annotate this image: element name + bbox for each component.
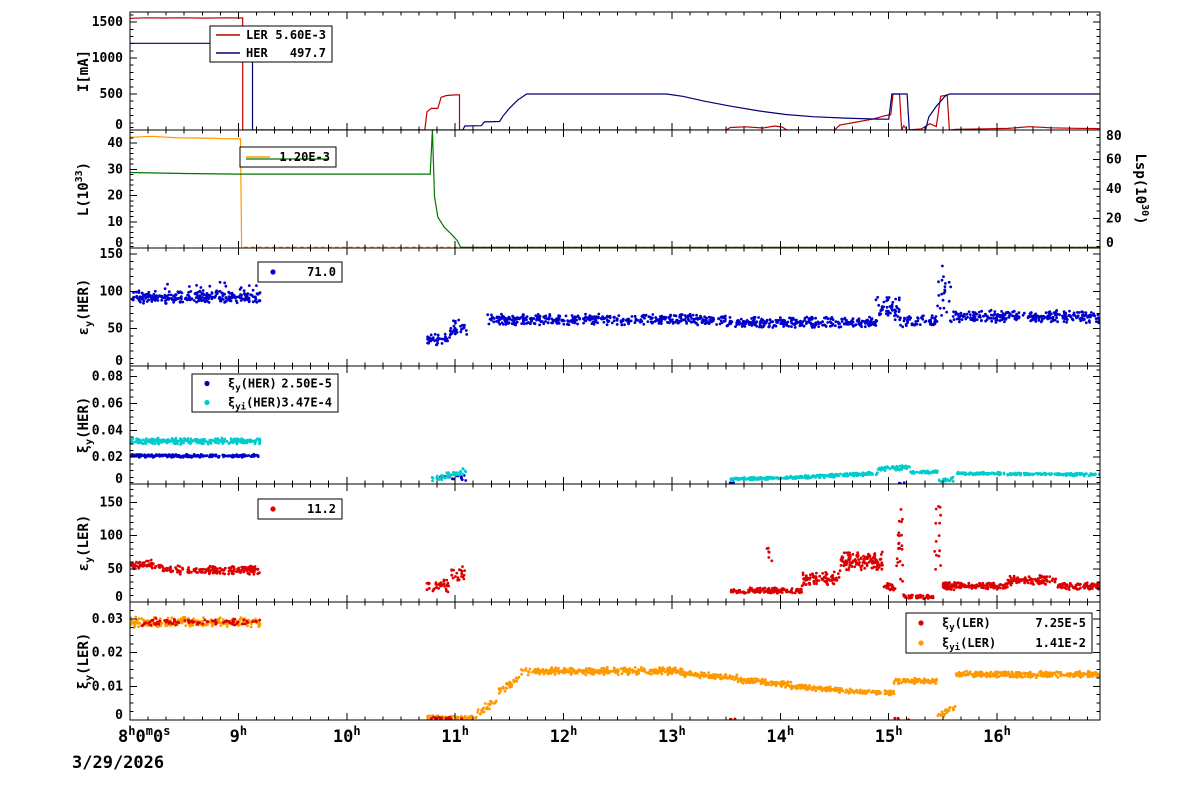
panel-tick-labels-xiy-ler: 00.010.020.03 xyxy=(92,612,123,723)
legend-marker-dot xyxy=(270,269,276,275)
svg-text:0: 0 xyxy=(115,590,123,605)
svg-text:0.04: 0.04 xyxy=(92,423,123,438)
series-xiyi-ler-dots xyxy=(130,615,1100,720)
svg-text:1000: 1000 xyxy=(92,51,123,66)
right-axis-label-luminosity: Lsp(1030) xyxy=(1132,153,1150,224)
svg-text:0: 0 xyxy=(115,354,123,369)
legend-entry-label: ξy(HER) xyxy=(228,377,277,394)
series-xiyi-her-dots xyxy=(130,436,1100,484)
svg-text:1500: 1500 xyxy=(92,15,123,30)
x-axis-label: 11h xyxy=(441,724,469,747)
legend-marker-dot xyxy=(204,399,210,406)
panel-series-xiy-her xyxy=(130,436,1100,484)
date-label: 3/29/2026 xyxy=(72,753,165,773)
legend-marker-dot xyxy=(918,620,924,626)
x-axis-label: 15h xyxy=(875,724,903,747)
panel-series-ey-her xyxy=(130,264,1100,347)
legend-entry-value: 2.50E-5 xyxy=(281,377,332,391)
x-axis-label: 9h xyxy=(230,724,247,747)
panel-tick-labels-beam-current: 0 500 1000 1500 xyxy=(92,15,123,133)
panel-ticks-luminosity xyxy=(129,126,1100,249)
legend-entry-label: ξyi(HER) xyxy=(228,396,282,413)
panel-tick-labels-ey-ler: 0 50 100 150 xyxy=(100,496,124,605)
panel-ticks-xiy-ler xyxy=(129,601,1100,721)
legend-entry-value: 3.47E-4 xyxy=(281,396,332,410)
panel-tick-labels-xiy-her: 0 0.02 0.04 0.06 0.08 xyxy=(92,370,123,487)
svg-text:0.02: 0.02 xyxy=(92,450,123,465)
legend-entry-label: ξyi(LER) xyxy=(942,636,996,653)
legend-ey-ler: 11.2 xyxy=(257,498,343,520)
x-axis-label: 16h xyxy=(983,724,1011,747)
panel-ticks-ey-ler xyxy=(129,482,1100,603)
svg-text:0: 0 xyxy=(115,236,123,251)
panel-tick-labels-luminosity: 0 10 20 30 40 0 20 40 60 80 xyxy=(107,129,1121,251)
svg-text:10: 10 xyxy=(107,215,123,230)
legend-entry-label: HER xyxy=(246,46,268,60)
legend-xiy-her: ξy(HER) 2.50E-5 ξyi(HER) 3.47E-4 xyxy=(191,373,339,413)
series-ey-ler-dots xyxy=(130,505,1100,600)
svg-text:0: 0 xyxy=(115,472,123,487)
legend-entry-value: 1.20E-3 xyxy=(279,150,330,164)
legend-marker-dot xyxy=(204,380,210,387)
svg-text:40: 40 xyxy=(1106,182,1122,197)
panel-ticks-xiy-her xyxy=(129,362,1100,485)
legend-marker-dot xyxy=(270,506,276,512)
series-xiy-ler-dots xyxy=(140,617,910,720)
series-lum-orange xyxy=(130,135,243,248)
svg-text:50: 50 xyxy=(107,562,123,577)
panel-series-beam-current xyxy=(130,17,1100,130)
svg-text:30: 30 xyxy=(107,162,123,177)
svg-text:150: 150 xyxy=(100,496,124,511)
svg-text:60: 60 xyxy=(1106,153,1122,168)
legend-beam-current: LER 5.60E-3 HER 497.7 xyxy=(209,25,333,63)
legend-ey-her: 71.0 xyxy=(257,261,343,283)
legend-entry-value: 11.2 xyxy=(307,502,336,516)
legend-entry-value: 5.60E-3 xyxy=(275,28,326,42)
legend-entry-value: 7.25E-5 xyxy=(1035,616,1086,630)
legend-marker-dot xyxy=(918,640,924,646)
svg-text:0.06: 0.06 xyxy=(92,397,123,412)
x-axis-label: 14h xyxy=(766,724,794,747)
svg-text:0.08: 0.08 xyxy=(92,370,123,385)
y-axis-label-ey-her: εy(HER) xyxy=(76,279,95,336)
x-axis-label: 13h xyxy=(658,724,686,747)
svg-text:100: 100 xyxy=(100,284,124,299)
series-ey-her-dots xyxy=(130,264,1100,347)
svg-text:50: 50 xyxy=(107,322,123,337)
svg-text:40: 40 xyxy=(107,136,123,151)
panel-tick-labels-ey-her: 0 50 100 150 xyxy=(100,247,124,369)
series-xiy-her-dots xyxy=(130,452,906,484)
legend-entry-value: 497.7 xyxy=(290,46,326,60)
legend-entry-value: 1.41E-2 xyxy=(1035,636,1086,650)
series-LER-current xyxy=(130,17,1100,130)
legend-entry-label: LER xyxy=(246,28,268,42)
legend-entry-label: ξy(LER) xyxy=(942,616,991,633)
x-axis-label: 12h xyxy=(550,724,578,747)
y-axis-label-xiy-her: ξy(HER) xyxy=(76,397,95,454)
x-axis-label: 8h0m0s xyxy=(118,724,170,747)
y-axis-label-xiy-ler: ξy(LER) xyxy=(76,633,95,690)
legend-entry-value: 71.0 xyxy=(307,265,336,279)
series-lsp-green xyxy=(130,130,1100,248)
x-axis-label: 10h xyxy=(333,724,361,747)
svg-text:20: 20 xyxy=(107,189,123,204)
legend-xiy-ler: ξy(LER) 7.25E-5 ξyi(LER) 1.41E-2 xyxy=(905,612,1093,654)
series-HER-current xyxy=(130,42,1100,130)
svg-text:20: 20 xyxy=(1106,212,1122,227)
svg-text:100: 100 xyxy=(100,529,124,544)
panel-ticks-beam-current xyxy=(129,12,1100,131)
y-axis-label-ey-ler: εy(LER) xyxy=(76,515,95,572)
svg-text:0: 0 xyxy=(1106,236,1114,251)
y-axis-label-luminosity: L(1033) xyxy=(74,162,92,216)
svg-text:80: 80 xyxy=(1106,129,1122,144)
legend-luminosity: 1.20E-3 xyxy=(239,146,337,168)
panel-series-xiy-ler xyxy=(130,615,1100,720)
y-axis-label-beam-current: I[mA] xyxy=(76,50,92,92)
svg-text:500: 500 xyxy=(100,87,124,102)
svg-text:150: 150 xyxy=(100,247,124,262)
svg-text:0: 0 xyxy=(115,118,123,133)
panel-series-ey-ler xyxy=(130,505,1100,600)
